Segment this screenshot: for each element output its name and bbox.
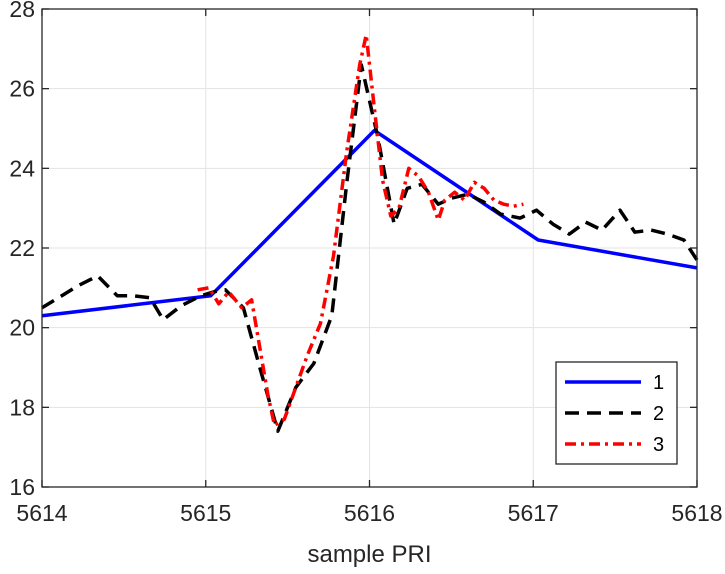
x-axis-label: sample PRI [307, 541, 431, 568]
y-tick-label: 22 [9, 235, 35, 261]
y-tick-label: 28 [9, 0, 35, 22]
x-tick-label: 5615 [180, 500, 231, 526]
y-tick-label: 26 [9, 76, 35, 102]
y-tick-label: 16 [9, 474, 35, 500]
y-tick-labels: 16 18 20 22 24 26 28 [9, 0, 35, 500]
legend-label-3: 3 [653, 434, 664, 456]
x-tick-label: 5616 [344, 500, 395, 526]
y-tick-label: 18 [9, 394, 35, 420]
x-tick-label: 5617 [508, 500, 559, 526]
legend-label-2: 2 [653, 403, 664, 425]
series-line-2 [41, 63, 699, 433]
grid-lines [42, 9, 697, 487]
legend-label-1: 1 [653, 372, 664, 394]
legend: 1 2 3 [555, 361, 678, 465]
series-lines [41, 33, 699, 433]
x-tick-label: 5614 [16, 500, 67, 526]
axis-ticks [41, 8, 698, 488]
series-line-3 [197, 33, 524, 428]
y-tick-label: 20 [9, 315, 35, 341]
x-tick-labels: 5614 5615 5616 5617 5618 [16, 500, 722, 526]
x-tick-label: 5618 [671, 500, 722, 526]
series-line-1 [41, 128, 698, 318]
y-tick-label: 24 [9, 155, 35, 181]
